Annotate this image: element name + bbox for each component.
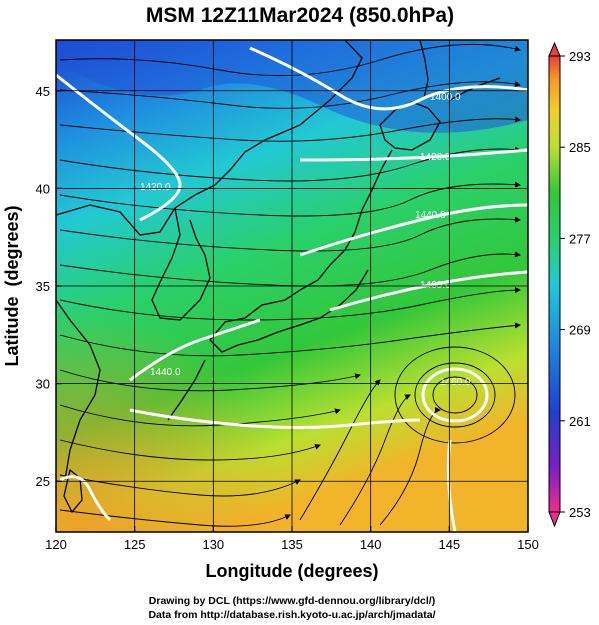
y-tick-label: 30 xyxy=(36,377,50,392)
x-tick-label: 140 xyxy=(360,537,382,552)
y-tick-label: 35 xyxy=(36,279,50,294)
x-tick-label: 120 xyxy=(45,537,67,552)
colorbar-label: 277 xyxy=(569,231,591,246)
contour-label: 1460.0 xyxy=(420,280,451,291)
credit-line-1: Drawing by DCL (https://www.gfd-dennou.o… xyxy=(149,595,435,607)
streamlines xyxy=(59,43,521,527)
contour-label: 1400.0 xyxy=(430,92,461,103)
y-tick-label: 45 xyxy=(36,84,50,99)
x-axis-label: Longitude (degrees) xyxy=(205,561,378,581)
contour-label: 1420.0 xyxy=(140,182,171,193)
credit-line-2: Data from http://database.rish.kyoto-u.a… xyxy=(148,609,435,621)
colorbar-label: 285 xyxy=(569,140,591,155)
y-ticks: 25 30 35 40 45 xyxy=(36,84,62,489)
x-ticks: 120 125 130 135 140 145 150 xyxy=(45,526,539,552)
contour-label: 1440.0 xyxy=(415,210,446,221)
x-tick-label: 130 xyxy=(202,537,224,552)
contour-labels: 1400.0 1420.0 1440.0 1460.0 1460.0 1440.… xyxy=(140,92,471,388)
contour-label: 1440.0 xyxy=(150,367,181,378)
y-tick-label: 25 xyxy=(36,474,50,489)
map-title: MSM 12Z11Mar2024 (850.0hPa) xyxy=(146,4,454,27)
graticule xyxy=(56,40,528,532)
height-contours xyxy=(56,46,528,532)
contour-label: 1460.0 xyxy=(440,377,471,388)
colorbar-top-arrow xyxy=(548,41,561,57)
contour-label: 1420.0 xyxy=(420,152,451,163)
x-tick-label: 150 xyxy=(517,537,539,552)
x-tick-label: 145 xyxy=(438,537,460,552)
colorbar-bottom-arrow xyxy=(548,511,561,528)
y-axis-label: Latitude (degrees) xyxy=(2,205,22,366)
colorbar-label: 293 xyxy=(569,49,591,64)
colorbar-scale xyxy=(548,55,561,513)
colorbar: 293 285 277 269 261 253 xyxy=(548,41,591,528)
colorbar-label: 253 xyxy=(569,505,591,520)
x-tick-label: 135 xyxy=(281,537,303,552)
y-tick-label: 40 xyxy=(36,181,50,196)
colorbar-label: 261 xyxy=(569,414,591,429)
x-tick-label: 125 xyxy=(124,537,146,552)
colorbar-label: 269 xyxy=(569,323,591,338)
